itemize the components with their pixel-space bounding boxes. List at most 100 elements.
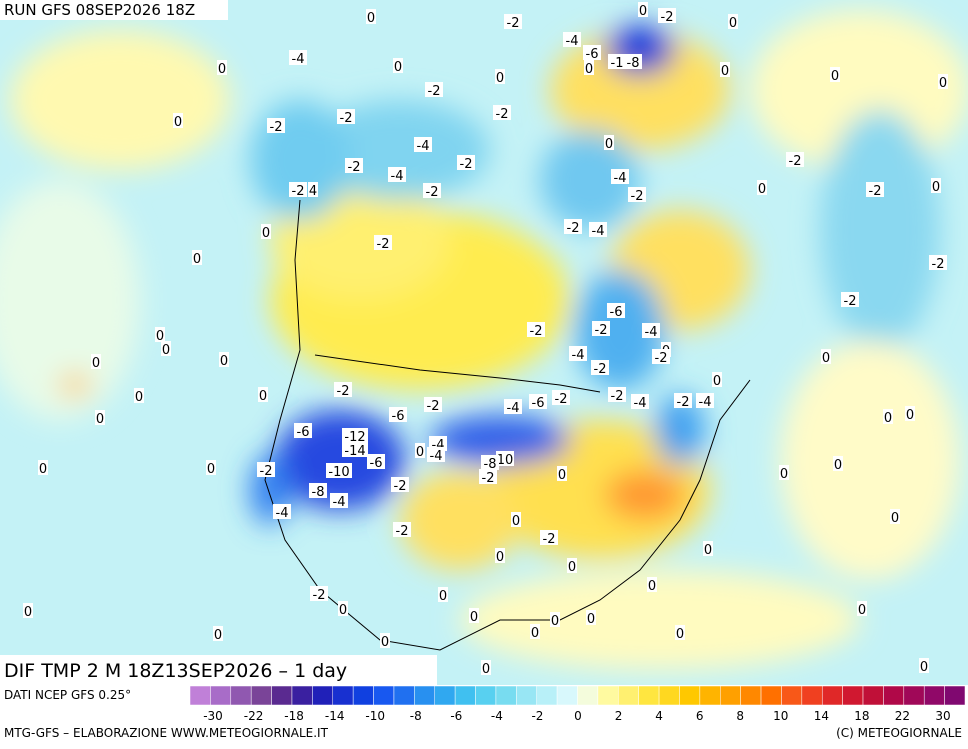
contour-label-bg xyxy=(552,390,570,405)
contour-label-bg xyxy=(337,109,355,124)
footer-left: MTG-GFS – ELABORAZIONE WWW.METEOGIORNALE… xyxy=(4,726,329,740)
colorbar-swatch xyxy=(230,685,252,706)
contour-label: 0 xyxy=(439,589,447,604)
contour-label-bg xyxy=(457,155,475,170)
contour-label-bg xyxy=(931,178,941,193)
contour-label-bg xyxy=(342,428,368,443)
contour-label-bg xyxy=(309,483,327,498)
contour-label: -2 xyxy=(869,184,882,199)
contour-label: 0 xyxy=(758,182,766,197)
colorbar-tick-label: 14 xyxy=(814,709,829,723)
contour-label: -14 xyxy=(344,444,365,459)
contour-label: -2 xyxy=(631,189,644,204)
contour-label-bg xyxy=(527,322,545,337)
contour-label: 0 xyxy=(713,374,721,389)
contour-label: -6 xyxy=(586,47,599,62)
contour-label-bg xyxy=(890,509,900,524)
contour-label-bg xyxy=(495,548,505,563)
colorbar-swatch xyxy=(250,685,272,706)
contour-label-bg xyxy=(586,610,596,625)
contour-label: -2 xyxy=(377,237,390,252)
contour-label-bg xyxy=(261,224,271,239)
contour-label: -2 xyxy=(661,10,674,25)
colorbar-swatch xyxy=(699,685,721,706)
contour-label: 0 xyxy=(259,389,267,404)
contour-label-bg xyxy=(652,349,670,364)
contour-label-bg xyxy=(415,443,425,458)
contour-label: 0 xyxy=(729,16,737,31)
contour-label: -12 xyxy=(344,430,365,445)
contour-label-bg xyxy=(206,460,216,475)
source-label: DATI NCEP GFS 0.25° xyxy=(4,688,131,702)
colorbar-swatch xyxy=(720,685,741,706)
contour-label-bg xyxy=(495,69,505,84)
colorbar-swatch xyxy=(679,685,701,706)
contour-label-bg xyxy=(624,54,642,69)
contour-label: -2 xyxy=(340,111,353,126)
contour-label-bg xyxy=(841,292,859,307)
colorbar-swatch xyxy=(923,685,945,706)
contour-label: -4 xyxy=(614,171,627,186)
coastline xyxy=(264,199,751,651)
contour-label-bg xyxy=(564,219,582,234)
colorbar-tick-label: 8 xyxy=(736,709,744,723)
contour-label-bg xyxy=(38,460,48,475)
contour-label-bg xyxy=(563,32,581,47)
contour-label-bg xyxy=(267,118,285,133)
contour-label: -2 xyxy=(313,588,326,603)
contour-label: -2 xyxy=(270,120,283,135)
contour-label: 0 xyxy=(906,408,914,423)
contour-label: -2 xyxy=(543,532,556,547)
contour-label-bg xyxy=(883,409,893,424)
contour-label: 0 xyxy=(648,579,656,594)
colorbar-swatch xyxy=(781,685,803,706)
contour-label: -8 xyxy=(627,56,640,71)
contour-label-bg xyxy=(493,105,511,120)
contour-label: -2 xyxy=(844,294,857,309)
contour-label: 0 xyxy=(605,137,613,152)
contour-label: -6 xyxy=(370,456,383,471)
contour-label: -4 xyxy=(566,34,579,49)
colorbar-swatch xyxy=(210,685,232,706)
contour-label: -2 xyxy=(932,257,945,272)
colorbar-swatch xyxy=(883,685,905,706)
contour-label: 0 xyxy=(884,411,892,426)
contour-label: 0 xyxy=(24,605,32,620)
contour-label-bg xyxy=(511,512,521,527)
contour-label: -2 xyxy=(594,362,607,377)
colorbar-swatch xyxy=(638,685,660,706)
contour-label-bg xyxy=(134,388,144,403)
contour-label-bg xyxy=(273,504,291,519)
contour-label-bg xyxy=(213,626,223,641)
contour-label-bg xyxy=(631,394,649,409)
colorbar-swatch xyxy=(842,685,864,706)
contour-label-bg xyxy=(192,250,202,265)
contour-label: 0 xyxy=(496,71,504,86)
contour-label: 0 xyxy=(676,627,684,642)
contour-label-bg xyxy=(161,341,171,356)
contour-label: -2 xyxy=(655,351,668,366)
contour-label-bg xyxy=(427,447,445,462)
contour-label-bg xyxy=(604,135,614,150)
contour-label-bg xyxy=(219,352,229,367)
colorbar-tick-label: 30 xyxy=(935,709,950,723)
contour-label-bg xyxy=(866,182,884,197)
contour-label: 0 xyxy=(162,343,170,358)
contour-label-bg xyxy=(91,354,101,369)
contour-label-bg xyxy=(479,469,497,484)
contour-label-bg xyxy=(367,454,385,469)
contour-label-bg xyxy=(481,660,491,675)
contour-label-bg xyxy=(608,54,626,69)
contour-label-bg xyxy=(330,493,348,508)
contour-label-bg xyxy=(289,50,307,65)
colorbar-swatch xyxy=(454,685,476,706)
contour-label: -2 xyxy=(428,84,441,99)
contour-label-bg xyxy=(310,586,328,601)
contour-label: 0 xyxy=(822,351,830,366)
contour-label-bg xyxy=(414,137,432,152)
contour-label: 0 xyxy=(416,445,424,460)
contour-label-bg xyxy=(675,625,685,640)
colorbar-swatch xyxy=(618,685,639,706)
colorbar-tick-label: -30 xyxy=(203,709,223,723)
contour-label-bg xyxy=(424,397,442,412)
